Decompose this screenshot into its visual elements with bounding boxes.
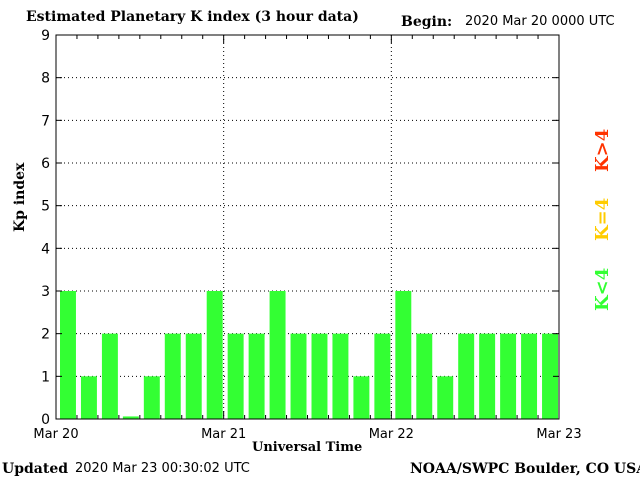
kp-bar xyxy=(374,333,391,419)
kp-bar xyxy=(353,376,370,419)
chart-title: Estimated Planetary K index (3 hour data… xyxy=(26,9,359,25)
kp-bar xyxy=(206,291,223,419)
x-ticks: Mar 20 Mar 21 Mar 22 Mar 23 xyxy=(33,35,582,442)
kp-bar xyxy=(122,416,139,419)
credit-text: NOAA/SWPC Boulder, CO USA xyxy=(410,461,640,477)
kp-bar xyxy=(227,333,244,419)
y-tick-label: 9 xyxy=(41,28,50,44)
y-tick-label: 1 xyxy=(41,369,50,385)
x-tick-label: Mar 22 xyxy=(369,427,414,442)
kp-bar xyxy=(248,333,265,419)
kp-bar xyxy=(311,333,328,419)
kp-bar xyxy=(185,333,202,419)
kp-bar xyxy=(80,376,97,419)
y-tick-label: 3 xyxy=(41,284,50,300)
y-tick-label: 6 xyxy=(41,156,50,172)
kp-bars xyxy=(60,291,558,419)
x-tick-label: Mar 23 xyxy=(536,427,581,442)
grid-lines xyxy=(56,35,559,419)
x-axis-label: Universal Time xyxy=(252,440,363,455)
y-tick-label: 2 xyxy=(41,327,50,343)
kp-bar xyxy=(542,333,558,419)
updated-label: Updated xyxy=(2,461,69,477)
kp-bar xyxy=(60,291,76,419)
kp-bar xyxy=(269,291,286,419)
y-axis-label: Kp index xyxy=(12,162,28,232)
y-tick-label: 8 xyxy=(41,71,50,87)
kp-bar xyxy=(416,333,433,419)
x-tick-label: Mar 20 xyxy=(33,427,78,442)
kp-bar xyxy=(395,291,412,419)
legend-k-equal-4: K=4 xyxy=(592,197,613,241)
begin-value: 2020 Mar 20 0000 UTC xyxy=(465,14,615,29)
kp-bar xyxy=(458,333,475,419)
begin-label: Begin: xyxy=(401,14,453,30)
y-tick-label: 0 xyxy=(41,412,50,428)
y-tick-label: 5 xyxy=(41,199,50,215)
y-tick-label: 4 xyxy=(41,241,50,257)
kp-bar xyxy=(101,333,118,419)
legend-k-less-4: K<4 xyxy=(592,267,613,311)
x-tick-label: Mar 21 xyxy=(201,427,246,442)
kp-bar xyxy=(164,333,181,419)
kp-bar xyxy=(479,333,496,419)
kp-bar xyxy=(143,376,160,419)
updated-value: 2020 Mar 23 00:30:02 UTC xyxy=(75,461,250,476)
kp-bar xyxy=(332,333,349,419)
kp-bar xyxy=(521,333,538,419)
kp-bar xyxy=(437,376,454,419)
kp-bar xyxy=(500,333,517,419)
y-tick-label: 7 xyxy=(41,113,50,129)
y-ticks: 0 1 2 3 4 5 6 7 8 9 xyxy=(41,28,559,428)
legend-k-greater-4: K>4 xyxy=(592,128,613,172)
kp-bar xyxy=(290,333,307,419)
